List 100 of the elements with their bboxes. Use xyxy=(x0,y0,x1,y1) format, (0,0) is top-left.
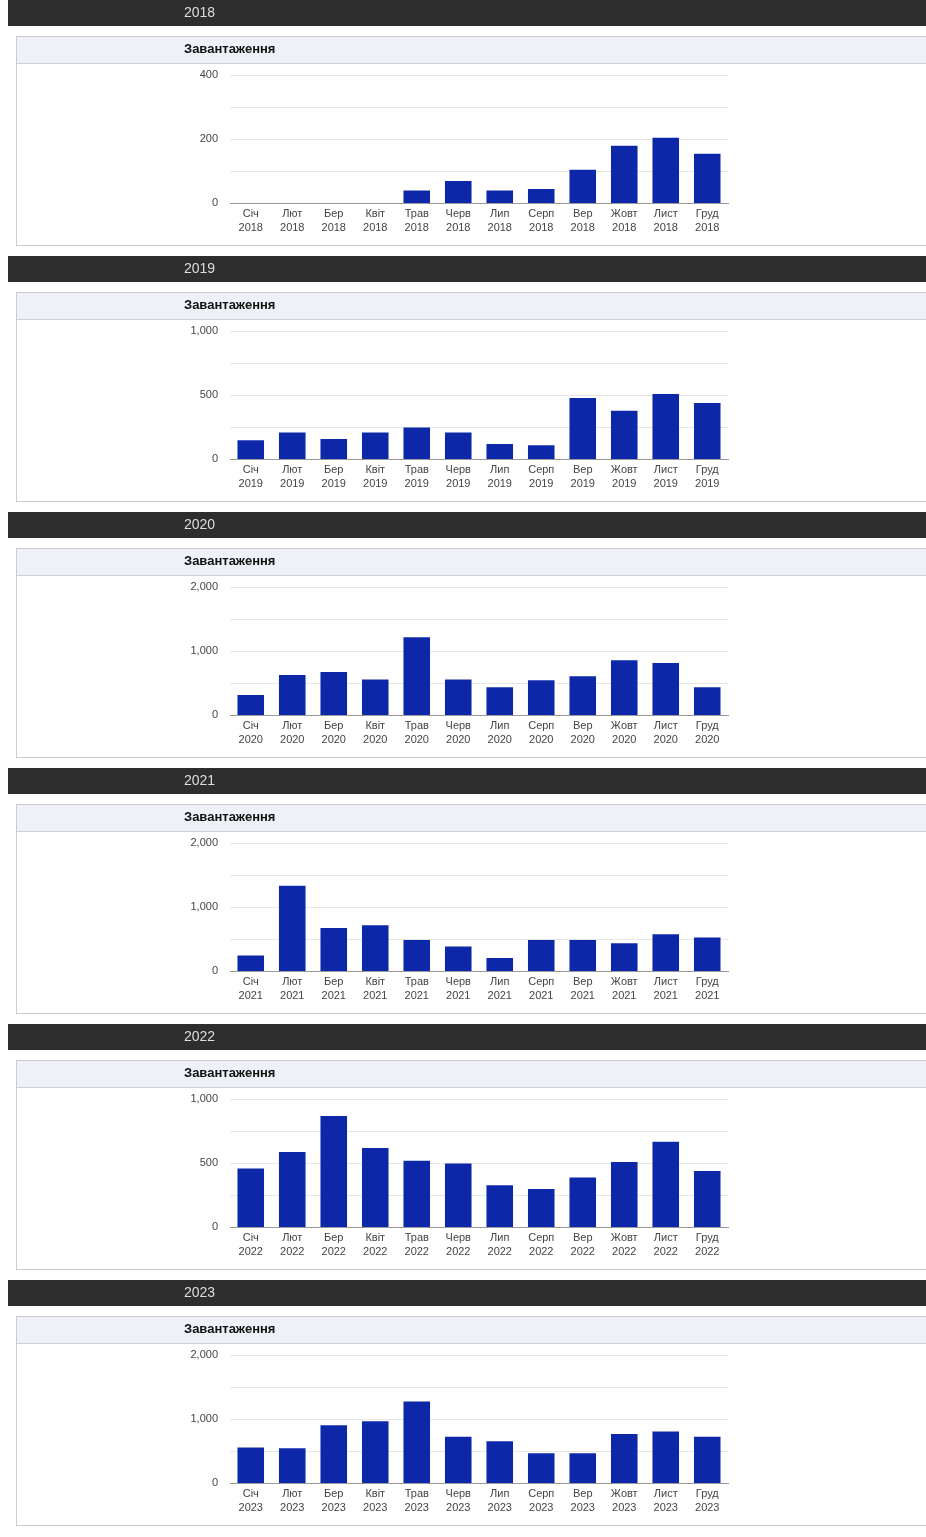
x-tick-label: Черв 2020 xyxy=(445,718,472,745)
bar xyxy=(569,676,597,715)
x-tick-label: Квіт 2020 xyxy=(363,718,388,745)
x-tick-label: Квіт 2022 xyxy=(363,1230,388,1257)
y-tick-label: 400 xyxy=(199,68,218,81)
bar xyxy=(693,1436,721,1483)
bar xyxy=(693,153,721,203)
bar xyxy=(237,694,265,715)
x-tick-label: Вер 2023 xyxy=(570,1486,595,1513)
chart-subtitle: 2022 xyxy=(184,1028,216,1045)
y-tick-label: 2,000 xyxy=(190,836,218,849)
y-tick-label: 200 xyxy=(199,132,218,145)
x-tick-label: Лист 2019 xyxy=(653,462,678,489)
x-tick-label: Черв 2023 xyxy=(445,1486,472,1513)
x-tick-label: Лип 2020 xyxy=(487,718,512,745)
bar xyxy=(237,440,265,459)
bar xyxy=(486,190,514,203)
bar xyxy=(444,679,472,715)
x-tick-label: Бер 2019 xyxy=(321,462,346,489)
bar xyxy=(361,925,389,971)
bar xyxy=(361,1148,389,1227)
x-tick-label: Лип 2021 xyxy=(487,974,512,1001)
bar xyxy=(693,1171,721,1227)
bar xyxy=(527,680,555,715)
bar xyxy=(486,1185,514,1227)
chart-title: Завантаження xyxy=(184,553,276,569)
x-tick-label: Квіт 2021 xyxy=(363,974,388,1001)
chart-subtitle: 2023 xyxy=(184,1284,216,1301)
bar xyxy=(610,660,638,715)
y-tick-label: 0 xyxy=(211,1220,218,1233)
y-tick-label: 2,000 xyxy=(190,580,218,593)
bar xyxy=(610,1162,638,1227)
chart-title: Завантаження xyxy=(184,1321,276,1337)
bar xyxy=(486,444,514,459)
x-tick-label: Трав 2021 xyxy=(404,974,429,1001)
y-tick-label: 0 xyxy=(211,452,218,465)
bar xyxy=(569,1453,597,1483)
x-tick-label: Жовт 2022 xyxy=(610,1230,638,1257)
y-tick-label: 0 xyxy=(211,964,218,977)
x-tick-label: Трав 2020 xyxy=(404,718,429,745)
x-tick-label: Трав 2023 xyxy=(404,1486,429,1513)
x-tick-label: Груд 2018 xyxy=(695,206,720,233)
bar xyxy=(527,189,555,203)
chart-title: Завантаження xyxy=(184,1065,276,1081)
x-tick-label: Січ 2018 xyxy=(238,206,263,233)
bar xyxy=(237,955,265,971)
x-tick-label: Черв 2021 xyxy=(445,974,472,1001)
bar xyxy=(527,1453,555,1483)
x-tick-label: Січ 2021 xyxy=(238,974,263,1001)
x-tick-label: Бер 2018 xyxy=(321,206,346,233)
y-tick-label: 500 xyxy=(199,388,218,401)
x-tick-label: Черв 2022 xyxy=(445,1230,472,1257)
x-tick-label: Лист 2021 xyxy=(653,974,678,1001)
x-tick-label: Жовт 2019 xyxy=(610,462,638,489)
bar xyxy=(486,957,514,971)
bar xyxy=(403,1401,431,1483)
bar xyxy=(527,940,555,971)
bar xyxy=(527,1189,555,1227)
x-tick-label: Черв 2019 xyxy=(445,462,472,489)
bar xyxy=(320,1425,348,1483)
chart-title: Завантаження xyxy=(184,809,276,825)
bar xyxy=(278,1151,306,1227)
bar xyxy=(569,1177,597,1227)
bar xyxy=(361,1421,389,1483)
bar xyxy=(403,1160,431,1227)
y-tick-label: 1,000 xyxy=(190,644,218,657)
bar xyxy=(444,1436,472,1483)
x-tick-label: Лют 2022 xyxy=(280,1230,305,1257)
bar xyxy=(320,671,348,715)
bar xyxy=(403,427,431,459)
x-tick-label: Лип 2018 xyxy=(487,206,512,233)
x-tick-label: Лип 2022 xyxy=(487,1230,512,1257)
bar xyxy=(569,397,597,459)
bar xyxy=(444,946,472,971)
bar xyxy=(652,934,680,971)
y-tick-label: 2,000 xyxy=(190,1348,218,1361)
x-tick-label: Лист 2022 xyxy=(653,1230,678,1257)
x-tick-label: Бер 2022 xyxy=(321,1230,346,1257)
y-tick-label: 0 xyxy=(211,1476,218,1489)
x-tick-label: Бер 2023 xyxy=(321,1486,346,1513)
bar xyxy=(610,943,638,971)
x-tick-label: Трав 2018 xyxy=(404,206,429,233)
bar xyxy=(610,145,638,203)
y-tick-label: 500 xyxy=(199,1156,218,1169)
chart-subtitle: 2021 xyxy=(184,772,216,789)
x-tick-label: Бер 2020 xyxy=(321,718,346,745)
bar xyxy=(403,637,431,715)
bar xyxy=(693,687,721,715)
bar xyxy=(486,687,514,715)
x-tick-label: Груд 2022 xyxy=(695,1230,720,1257)
bar xyxy=(361,432,389,459)
bar xyxy=(693,937,721,971)
bar xyxy=(652,394,680,459)
bar xyxy=(486,1441,514,1483)
bar xyxy=(403,940,431,971)
x-tick-label: Серп 2022 xyxy=(528,1230,555,1257)
x-tick-label: Лют 2023 xyxy=(280,1486,305,1513)
x-tick-label: Черв 2018 xyxy=(445,206,472,233)
x-tick-label: Лип 2023 xyxy=(487,1486,512,1513)
x-tick-label: Груд 2020 xyxy=(695,718,720,745)
